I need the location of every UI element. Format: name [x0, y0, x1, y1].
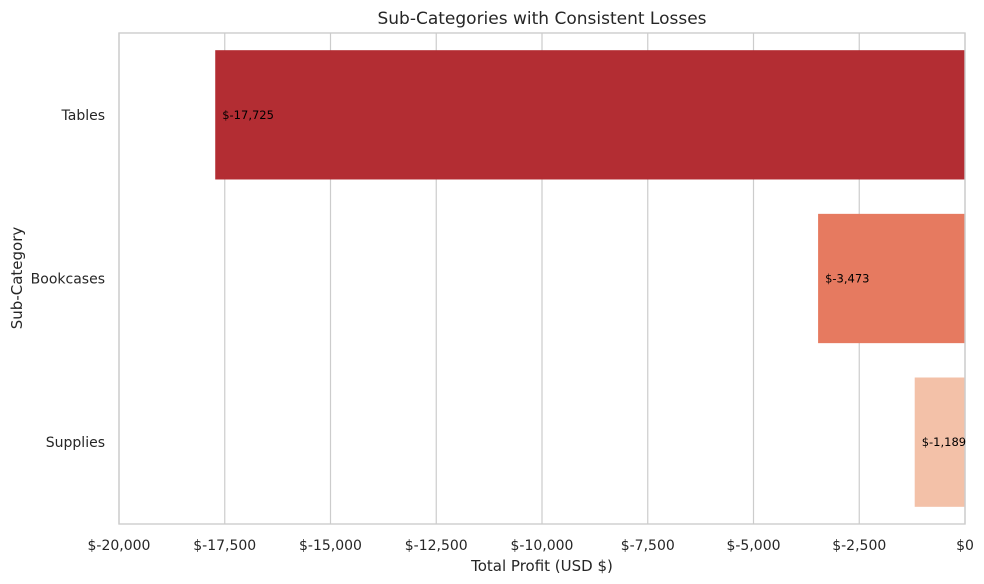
x-tick-label: $-12,500 [405, 538, 468, 554]
bar-value-label: $-17,725 [222, 108, 274, 122]
bars [215, 50, 966, 507]
y-tick-label: Supplies [46, 435, 105, 451]
x-tick-label: $0 [956, 538, 974, 554]
bar-value-label: $-3,473 [825, 272, 869, 286]
bar-tables [215, 50, 966, 180]
x-tick-label: $-10,000 [511, 538, 574, 554]
chart-title: Sub-Categories with Consistent Losses [377, 9, 706, 29]
x-tick-label: $-5,000 [726, 538, 780, 554]
bar-value-label: $-1,189 [922, 435, 966, 449]
x-tick-labels: $-20,000 $-17,500 $-15,000 $-12,500 $-10,000… [88, 538, 974, 554]
x-tick-label: $-17,500 [193, 538, 256, 554]
y-tick-label: Tables [61, 108, 106, 124]
plot-border [118, 32, 966, 525]
y-tick-labels: Tables Bookcases Supplies [31, 108, 105, 451]
x-tick-label: $-7,500 [621, 538, 675, 554]
x-axis-label: Total Profit (USD $) [470, 557, 613, 575]
y-tick-label: Bookcases [31, 272, 105, 288]
y-axis-label: Sub-Category [8, 227, 26, 330]
plot-frame [118, 32, 966, 525]
x-tick-label: $-15,000 [299, 538, 362, 554]
bar-value-labels: $-17,725 $-3,473 $-1,189 [222, 108, 966, 449]
bar-bookcases [818, 213, 965, 344]
bar-supplies [914, 377, 965, 507]
x-tick-label: $-20,000 [88, 538, 151, 554]
x-tick-label: $-2,500 [832, 538, 886, 554]
